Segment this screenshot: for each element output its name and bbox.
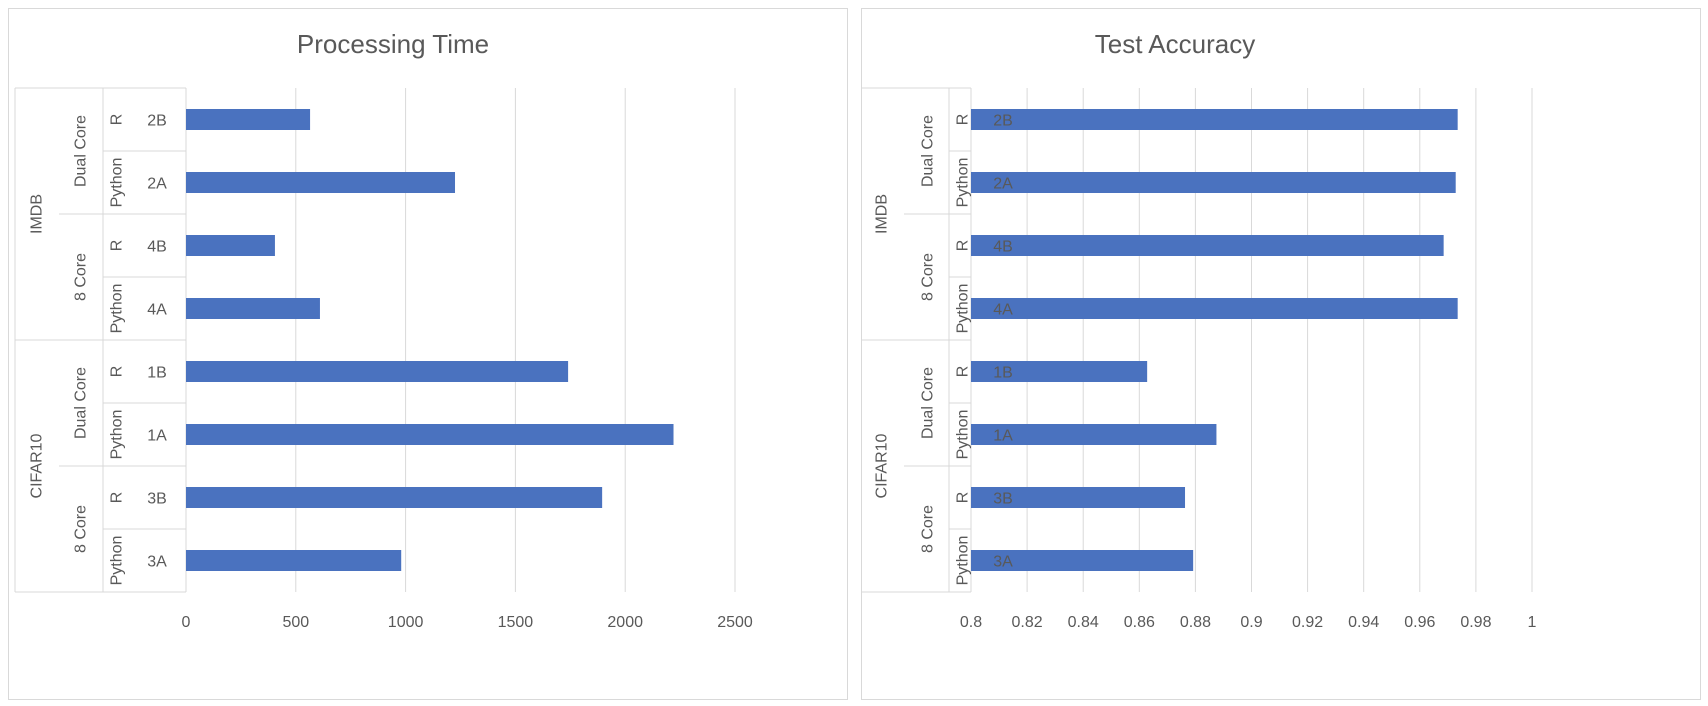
core-label: Dual Core	[920, 115, 937, 187]
bar-4b	[971, 235, 1444, 256]
x-tick-label: 0.86	[1124, 614, 1155, 631]
x-tick-label: 0.98	[1460, 614, 1491, 631]
category-label: 4A	[993, 302, 1013, 319]
x-tick-label: 0.94	[1348, 614, 1379, 631]
core-label: 8 Core	[73, 253, 90, 301]
bar-1b	[186, 361, 569, 382]
x-tick-label: 2000	[607, 614, 643, 631]
dataset-label: IMDB	[874, 194, 891, 234]
x-tick-label: 2500	[717, 614, 753, 631]
x-tick-label: 1500	[498, 614, 534, 631]
x-tick-label: 0.88	[1180, 614, 1211, 631]
core-label: Dual Core	[920, 367, 937, 439]
category-label: 4B	[147, 239, 167, 256]
x-tick-label: 1	[1528, 614, 1537, 631]
language-label: Python	[109, 158, 126, 208]
language-label: Python	[109, 284, 126, 334]
x-tick-label: 0.84	[1068, 614, 1099, 631]
processing-time-svg: Processing Time 0 500 1000 1500 2000 2500 2B R 2A…	[14, 29, 753, 631]
x-tick-label: 1000	[388, 614, 424, 631]
bar-1b	[971, 361, 1148, 382]
category-label: 2B	[147, 113, 167, 130]
language-label: R	[955, 114, 972, 126]
x-tick-label: 0.82	[1012, 614, 1043, 631]
core-label: 8 Core	[920, 505, 937, 553]
category-label: 2B	[993, 113, 1013, 130]
bar-2b	[186, 109, 311, 130]
bar-4a	[186, 298, 320, 319]
language-label: R	[109, 492, 126, 504]
x-tick-label: 0.8	[960, 614, 982, 631]
bar-4b	[186, 235, 275, 256]
processing-time-chart: Processing Time 0 500 1000 1500 2000 2500 2B R 2A…	[8, 8, 848, 700]
language-label: R	[955, 240, 972, 252]
dataset-label: CIFAR10	[874, 433, 891, 498]
language-label: Python	[955, 410, 972, 460]
category-label: 1A	[993, 428, 1013, 445]
language-label: Python	[109, 410, 126, 460]
bar-3a	[971, 550, 1194, 571]
category-label: 1B	[147, 365, 167, 382]
bar-1a	[186, 424, 674, 445]
category-label: 2A	[993, 176, 1013, 193]
category-label: 3A	[993, 554, 1013, 571]
chart-title: Processing Time	[297, 29, 489, 59]
chart-title: Test Accuracy	[1095, 29, 1255, 59]
x-tick-label: 0.92	[1292, 614, 1323, 631]
x-tick-label: 0.9	[1240, 614, 1262, 631]
language-label: R	[109, 114, 126, 126]
x-tick-label: 0.96	[1404, 614, 1435, 631]
bar-3b	[971, 487, 1186, 508]
category-label: 3B	[993, 491, 1013, 508]
category-label: 3B	[147, 491, 167, 508]
language-label: Python	[109, 536, 126, 586]
language-label: Python	[955, 284, 972, 334]
language-label: Python	[955, 158, 972, 208]
test-accuracy-chart: Test Accuracy 0.8 0.82 0.84 0.86 0.88 0.9 0.92 0…	[861, 8, 1701, 700]
core-label: Dual Core	[73, 115, 90, 187]
language-label: R	[109, 240, 126, 252]
language-label: Python	[955, 536, 972, 586]
bar-2a	[971, 172, 1456, 193]
category-label: 3A	[147, 554, 167, 571]
language-label: R	[955, 492, 972, 504]
core-label: 8 Core	[920, 253, 937, 301]
test-accuracy-svg: Test Accuracy 0.8 0.82 0.84 0.86 0.88 0.9 0.92 0…	[862, 29, 1537, 631]
language-label: R	[109, 366, 126, 378]
bar-1a	[971, 424, 1217, 445]
dataset-label: CIFAR10	[29, 433, 46, 498]
category-label: 4A	[147, 302, 167, 319]
bar-4a	[971, 298, 1458, 319]
category-label: 1B	[993, 365, 1013, 382]
category-label: 2A	[147, 176, 167, 193]
bar-2b	[971, 109, 1458, 130]
language-label: R	[955, 366, 972, 378]
x-tick-label: 500	[282, 614, 309, 631]
dataset-label: IMDB	[29, 194, 46, 234]
core-label: Dual Core	[73, 367, 90, 439]
bar-3a	[186, 550, 402, 571]
x-tick-label: 0	[182, 614, 191, 631]
bar-3b	[186, 487, 603, 508]
test-accuracy-group: Test Accuracy 0.8 0.82 0.84 0.86 0.88 0.9 0.92 0…	[862, 29, 1537, 631]
category-label: 4B	[993, 239, 1013, 256]
category-label: 1A	[147, 428, 167, 445]
bar-2a	[186, 172, 456, 193]
core-label: 8 Core	[73, 505, 90, 553]
